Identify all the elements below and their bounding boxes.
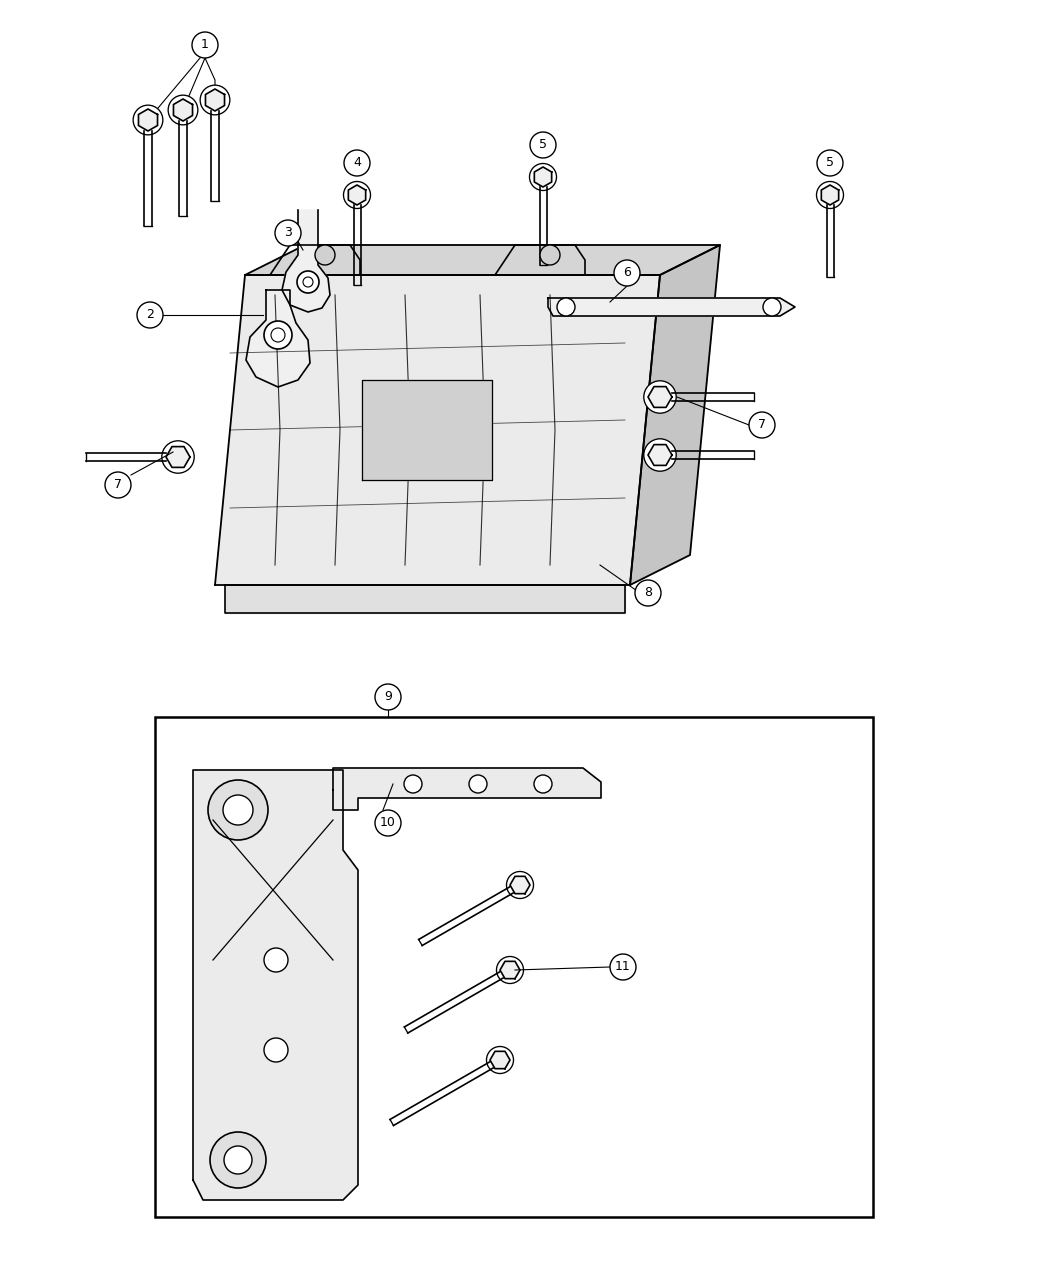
- Polygon shape: [534, 167, 551, 187]
- Polygon shape: [173, 99, 192, 121]
- Text: 2: 2: [146, 309, 154, 321]
- Circle shape: [610, 954, 636, 980]
- Circle shape: [529, 163, 557, 190]
- Circle shape: [469, 775, 487, 793]
- Circle shape: [635, 580, 662, 606]
- Circle shape: [192, 32, 218, 57]
- Polygon shape: [510, 876, 530, 894]
- Circle shape: [343, 181, 371, 209]
- Polygon shape: [500, 961, 520, 979]
- Circle shape: [271, 328, 285, 342]
- Text: 11: 11: [615, 960, 631, 974]
- Circle shape: [223, 796, 253, 825]
- Text: 1: 1: [201, 38, 209, 51]
- Polygon shape: [245, 245, 720, 275]
- Circle shape: [506, 872, 533, 899]
- Circle shape: [644, 381, 676, 413]
- Circle shape: [530, 133, 556, 158]
- Text: 6: 6: [623, 266, 631, 279]
- Polygon shape: [648, 386, 672, 408]
- Circle shape: [264, 321, 292, 349]
- Circle shape: [534, 775, 552, 793]
- Text: 4: 4: [353, 157, 361, 170]
- Circle shape: [275, 221, 301, 246]
- Polygon shape: [225, 585, 625, 613]
- Polygon shape: [193, 770, 358, 1200]
- Circle shape: [162, 441, 194, 473]
- Circle shape: [497, 956, 524, 983]
- Polygon shape: [139, 108, 157, 131]
- Circle shape: [264, 949, 288, 972]
- Circle shape: [540, 245, 560, 265]
- Circle shape: [210, 1132, 266, 1188]
- Text: 5: 5: [826, 157, 834, 170]
- Polygon shape: [490, 1052, 510, 1068]
- Polygon shape: [333, 768, 601, 810]
- Circle shape: [224, 1146, 252, 1174]
- Polygon shape: [282, 210, 330, 312]
- Circle shape: [763, 298, 781, 316]
- Polygon shape: [548, 298, 795, 316]
- Circle shape: [375, 683, 401, 710]
- Circle shape: [133, 105, 163, 135]
- Circle shape: [201, 85, 230, 115]
- Text: 7: 7: [758, 418, 766, 431]
- Text: 5: 5: [539, 139, 547, 152]
- Polygon shape: [166, 446, 190, 468]
- FancyBboxPatch shape: [155, 717, 873, 1218]
- Circle shape: [168, 96, 197, 125]
- Circle shape: [315, 245, 335, 265]
- Circle shape: [404, 775, 422, 793]
- Polygon shape: [206, 89, 225, 111]
- Circle shape: [344, 150, 370, 176]
- Text: 7: 7: [114, 478, 122, 491]
- Polygon shape: [246, 289, 310, 388]
- Polygon shape: [821, 185, 839, 205]
- Circle shape: [136, 302, 163, 328]
- Polygon shape: [648, 445, 672, 465]
- Circle shape: [105, 472, 131, 499]
- Circle shape: [208, 780, 268, 840]
- Polygon shape: [630, 245, 720, 585]
- Circle shape: [303, 277, 313, 287]
- Text: 10: 10: [380, 816, 396, 830]
- Circle shape: [749, 412, 775, 439]
- Circle shape: [486, 1047, 513, 1074]
- Polygon shape: [349, 185, 365, 205]
- Text: 9: 9: [384, 691, 392, 704]
- Circle shape: [817, 181, 843, 209]
- Circle shape: [644, 439, 676, 472]
- Circle shape: [614, 260, 640, 286]
- Text: 3: 3: [285, 227, 292, 240]
- Circle shape: [817, 150, 843, 176]
- Circle shape: [297, 272, 319, 293]
- Polygon shape: [215, 275, 660, 585]
- Circle shape: [556, 298, 575, 316]
- Polygon shape: [362, 380, 492, 479]
- Circle shape: [264, 1038, 288, 1062]
- Circle shape: [375, 810, 401, 836]
- Text: 8: 8: [644, 586, 652, 599]
